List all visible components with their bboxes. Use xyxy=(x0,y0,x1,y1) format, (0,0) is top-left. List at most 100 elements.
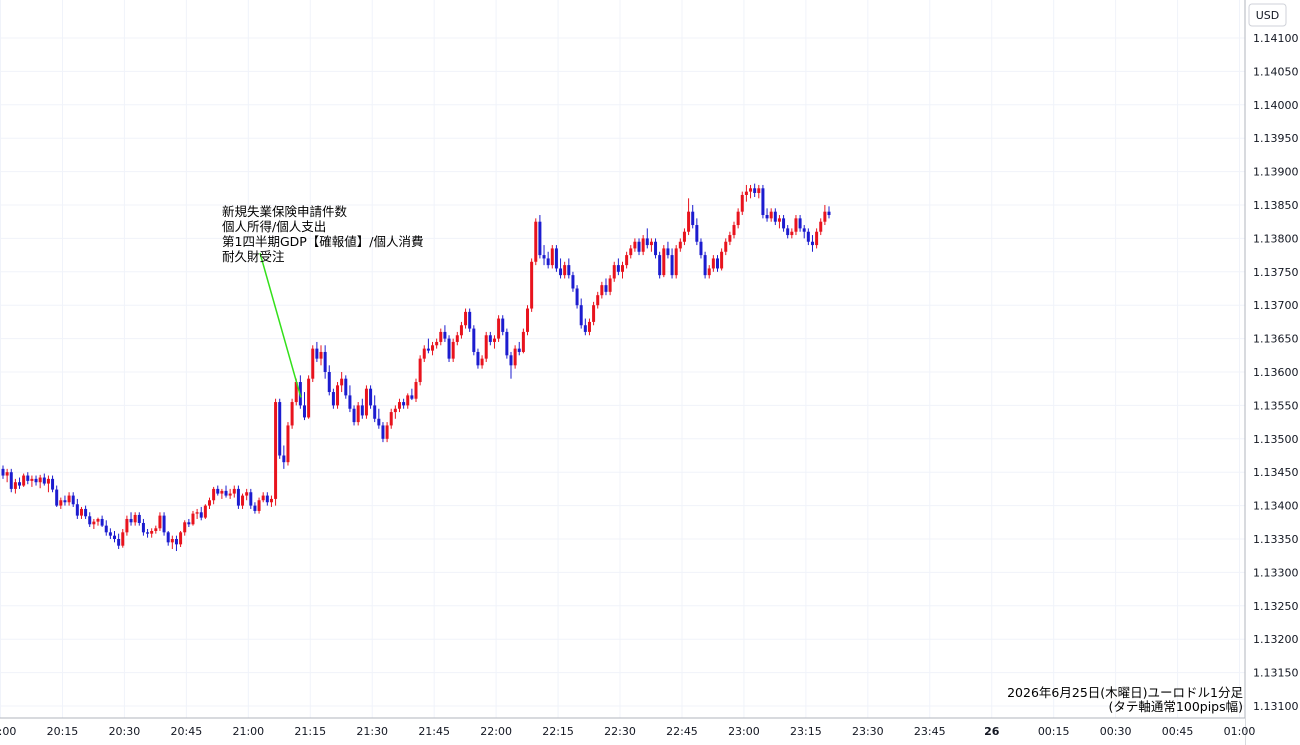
candle-body xyxy=(484,335,488,359)
candle xyxy=(823,205,827,226)
candle-body xyxy=(290,402,294,426)
candle-body xyxy=(269,498,273,503)
candle-body xyxy=(377,418,381,426)
candle-body xyxy=(753,188,757,193)
candle-body xyxy=(608,278,612,292)
candle-body xyxy=(827,211,831,216)
candle-body xyxy=(682,231,686,242)
candle xyxy=(612,261,616,282)
candle xyxy=(687,198,691,236)
candle-body xyxy=(794,218,798,232)
price-tick-label: 1.13250 xyxy=(1253,600,1299,613)
candle xyxy=(736,208,740,229)
candle-body xyxy=(75,504,79,516)
time-tick-label: 01:00 xyxy=(1224,725,1256,738)
candle xyxy=(753,183,757,197)
candle-body xyxy=(658,255,662,276)
candle-body xyxy=(96,518,100,522)
candle-body xyxy=(150,530,154,534)
candle xyxy=(121,528,125,548)
candle-body xyxy=(406,395,410,406)
candle xyxy=(542,245,546,266)
time-axis-background[interactable] xyxy=(0,718,1245,745)
candle-body xyxy=(492,338,496,342)
candle-body xyxy=(360,405,364,416)
currency-label: USD xyxy=(1256,9,1280,22)
candle-body xyxy=(798,218,802,229)
candle xyxy=(1,465,5,479)
time-tick-label: 22:15 xyxy=(542,725,574,738)
candle xyxy=(162,512,166,536)
candle xyxy=(426,338,430,354)
candle xyxy=(212,486,216,505)
candle-body xyxy=(208,500,211,506)
time-tick-label: 23:30 xyxy=(852,725,884,738)
annotation-line-2: 個人所得/個人支出 xyxy=(222,219,326,234)
candle-body xyxy=(170,539,174,543)
candle xyxy=(381,422,385,443)
candle xyxy=(794,215,798,236)
candle-body xyxy=(769,211,773,219)
candle-body xyxy=(397,402,401,409)
price-tick-label: 1.13500 xyxy=(1253,433,1299,446)
candle-body xyxy=(625,255,629,266)
candle-body xyxy=(18,482,22,486)
time-tick-label: 20:15 xyxy=(47,725,79,738)
candle-body xyxy=(761,188,765,216)
candle xyxy=(492,335,496,349)
candle-body xyxy=(806,231,810,242)
price-tick-label: 1.14100 xyxy=(1253,32,1299,45)
candle-body xyxy=(92,521,96,525)
candle-body xyxy=(443,331,447,339)
candle xyxy=(550,245,554,269)
candle xyxy=(567,258,571,279)
currency-badge[interactable] xyxy=(1248,3,1287,27)
candle-body xyxy=(641,238,645,252)
candle xyxy=(447,335,451,362)
time-tick-label: 22:45 xyxy=(666,725,698,738)
candle-body xyxy=(464,311,468,326)
time-tick-label: 20:30 xyxy=(109,725,141,738)
candle-body xyxy=(220,490,224,494)
candle xyxy=(806,228,810,246)
candle xyxy=(241,493,245,509)
candle-body xyxy=(385,425,389,439)
price-tick-label: 1.13300 xyxy=(1253,566,1299,579)
candle xyxy=(559,258,563,279)
candle xyxy=(307,375,311,419)
candle xyxy=(790,228,794,239)
price-tick-label: 1.14000 xyxy=(1253,99,1299,112)
candle xyxy=(616,258,620,276)
candle xyxy=(13,478,17,494)
candle-body xyxy=(51,478,55,490)
candle-body xyxy=(691,211,695,226)
candle-body xyxy=(5,472,9,476)
candle-body xyxy=(740,194,744,212)
candle-body xyxy=(307,378,311,418)
candle xyxy=(79,506,83,519)
candle xyxy=(360,398,364,419)
candle-body xyxy=(364,388,368,416)
candle xyxy=(369,385,373,409)
candle-body xyxy=(654,241,658,256)
candle xyxy=(42,473,46,486)
candle-body xyxy=(447,338,451,359)
candle-body xyxy=(616,265,620,272)
candle xyxy=(625,251,629,269)
candle xyxy=(674,245,678,279)
candle-body xyxy=(418,358,422,383)
candle xyxy=(749,184,753,199)
price-tick-label: 1.13450 xyxy=(1253,466,1299,479)
price-axis-background[interactable] xyxy=(1245,0,1300,745)
candle xyxy=(224,485,228,498)
candle-body xyxy=(199,512,203,518)
candle xyxy=(323,345,327,379)
candle-body xyxy=(670,255,674,276)
candle-body xyxy=(79,508,83,516)
candle xyxy=(286,422,290,466)
candle-body xyxy=(554,248,558,269)
candle xyxy=(141,518,145,536)
candle-body xyxy=(236,488,240,506)
candle-body xyxy=(232,488,236,494)
